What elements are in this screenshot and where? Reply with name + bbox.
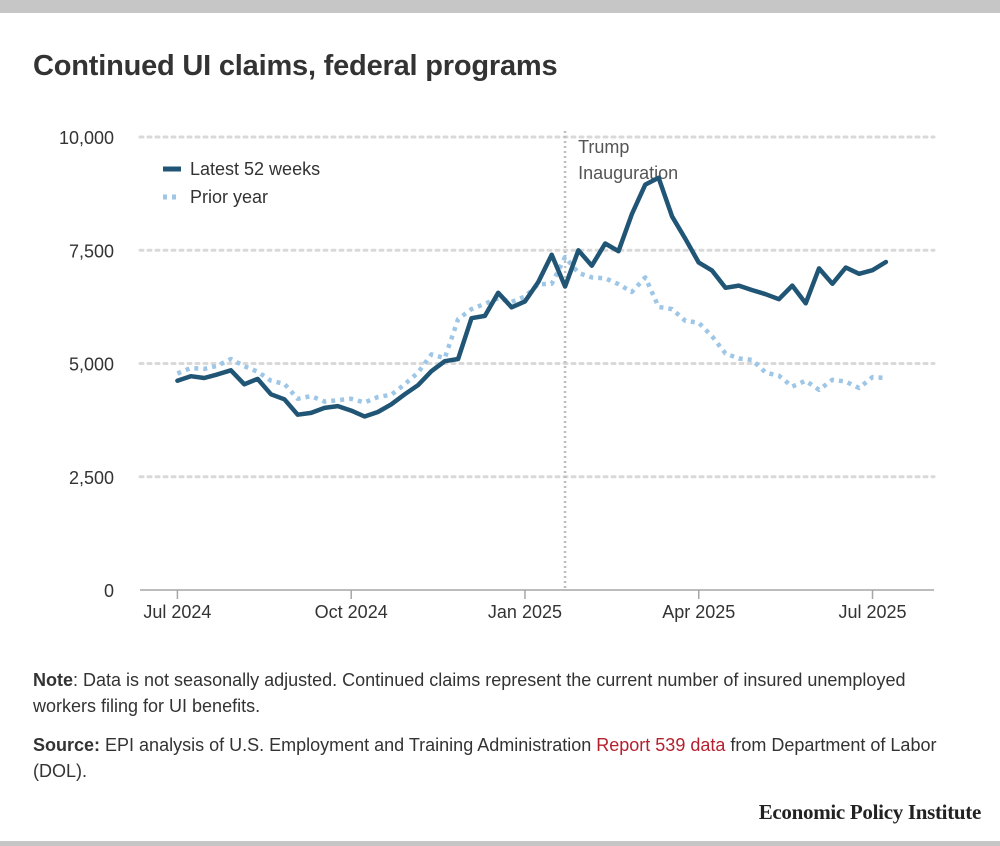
legend-label-prior: Prior year [190,187,268,207]
note-text: : Data is not seasonally adjusted. Conti… [33,670,906,716]
series-line-latest-52-weeks [175,175,889,419]
chart-note: Note: Data is not seasonally adjusted. C… [33,667,963,719]
y-tick-label: 2,500 [69,468,114,488]
y-tick-label: 0 [104,581,114,601]
legend-label-latest: Latest 52 weeks [190,159,320,179]
x-tick-label: Apr 2025 [662,602,735,622]
annotation-label-line2: Inauguration [578,163,678,183]
annotation-label-line1: Trump [578,137,629,157]
annotation-group: Trump Inauguration [563,131,678,590]
source-label: Source: [33,735,101,755]
series-line-prior-year [176,254,887,405]
top-border [0,0,1000,13]
source-text-after: from Department of Labor (DOL). [33,735,937,781]
bottom-border [0,841,1000,846]
chart-source: Source: EPI analysis of U.S. Employment … [33,732,963,784]
y-tick-label: 5,000 [69,355,114,375]
note-label: Note [33,670,73,690]
chart-title: Continued UI claims, federal programs [33,50,558,82]
report-539-link[interactable]: Report 539 data [596,735,726,755]
x-tick-label: Oct 2024 [315,602,388,622]
series-group [175,175,889,419]
y-tick-label: 10,000 [59,128,114,148]
y-tick-label: 7,500 [69,241,114,261]
source-text-before: EPI analysis of U.S. Employment and Trai… [100,735,597,755]
axes: 0 2,500 5,000 7,500 10,000 Jul 2024 Oct 2024 Ja… [59,128,934,622]
epi-logo-text: Economic Policy Institute [758,800,982,824]
legend: Latest 52 weeks Prior year [163,159,320,207]
x-tick-label: Jan 2025 [488,602,562,622]
line-chart: Trump Inauguration 0 2,500 5,000 7,500 10,00… [59,128,936,622]
x-tick-label: Jul 2024 [143,602,211,622]
x-tick-label: Jul 2025 [838,602,906,622]
gridlines [138,135,936,479]
